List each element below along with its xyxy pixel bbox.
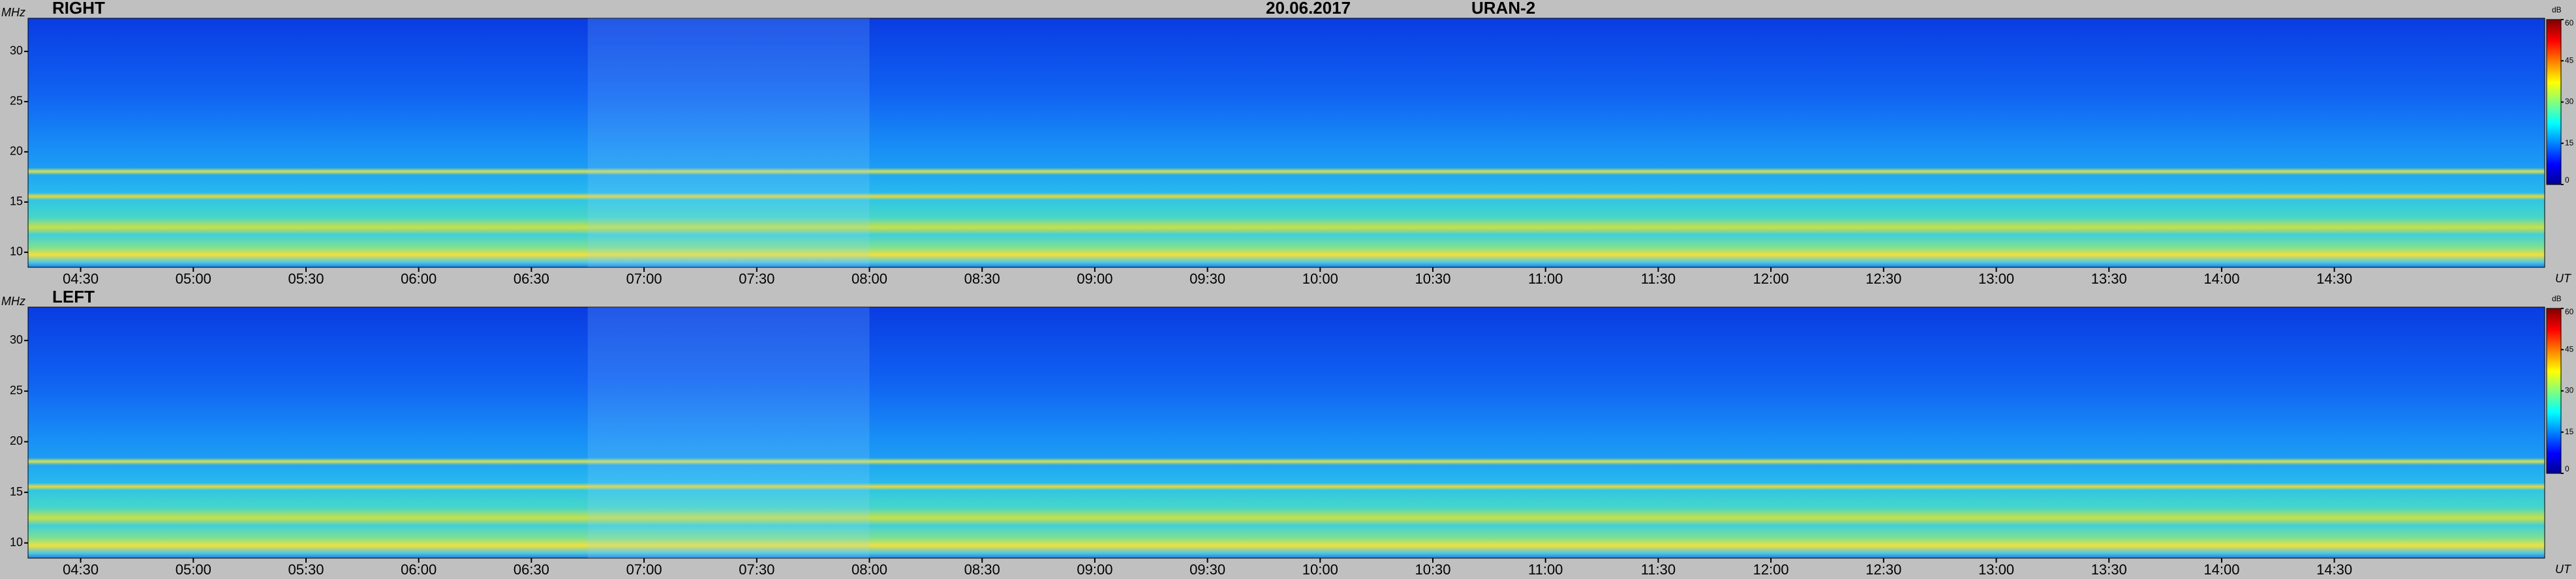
panel-title: LEFT bbox=[52, 287, 95, 306]
colorbar-tick-label: 60 bbox=[2565, 18, 2574, 27]
y-tick-label: 15 bbox=[10, 195, 23, 208]
y-tick-label: 30 bbox=[10, 333, 23, 346]
x-tick-label: 04:30 bbox=[63, 271, 99, 287]
x-tick-label: 13:30 bbox=[2091, 561, 2127, 578]
colorbar bbox=[2546, 19, 2562, 185]
x-tick-label: 12:30 bbox=[1865, 271, 1901, 287]
x-tick-label: 11:00 bbox=[1528, 561, 1563, 578]
x-tick-label: 13:00 bbox=[1978, 271, 2014, 287]
x-tick-label: 08:30 bbox=[964, 271, 1000, 287]
x-tick-label: 11:00 bbox=[1528, 271, 1563, 287]
x-tick-label: 07:30 bbox=[739, 271, 774, 287]
burst-region bbox=[587, 18, 870, 267]
colorbar-label: dB bbox=[2552, 5, 2562, 14]
x-tick-label: 12:00 bbox=[1753, 561, 1789, 578]
y-tick-label: 25 bbox=[10, 95, 23, 108]
x-axis-label: UT bbox=[2555, 563, 2572, 576]
x-tick-label: 10:30 bbox=[1415, 561, 1450, 578]
y-axis-label: MHz bbox=[1, 6, 25, 19]
x-tick-label: 14:30 bbox=[2316, 561, 2352, 578]
colorbar-tick-label: 30 bbox=[2565, 386, 2574, 395]
x-tick-label: 11:30 bbox=[1641, 271, 1676, 287]
x-tick-label: 07:00 bbox=[626, 561, 662, 578]
x-tick-label: 06:30 bbox=[514, 271, 549, 287]
x-tick-label: 08:30 bbox=[964, 561, 1000, 578]
y-tick-label: 20 bbox=[10, 434, 23, 447]
colorbar-tick-label: 0 bbox=[2565, 464, 2569, 473]
burst-region bbox=[587, 307, 870, 558]
colorbar-tick-label: 45 bbox=[2565, 344, 2574, 353]
x-tick-label: 05:00 bbox=[176, 271, 211, 287]
x-tick-label: 13:30 bbox=[2091, 271, 2127, 287]
x-tick-label: 14:00 bbox=[2203, 271, 2239, 287]
x-tick-label: 08:00 bbox=[851, 561, 887, 578]
y-tick-label: 10 bbox=[10, 535, 23, 548]
x-tick-label: 06:00 bbox=[401, 561, 437, 578]
spectrogram bbox=[27, 18, 2545, 268]
spectrogram bbox=[27, 306, 2545, 559]
x-tick-label: 14:00 bbox=[2203, 561, 2239, 578]
x-tick-label: 09:00 bbox=[1077, 271, 1112, 287]
colorbar-tick-label: 0 bbox=[2565, 175, 2569, 185]
annotation: URAN-2 bbox=[1471, 0, 1535, 18]
y-axis-label: MHz bbox=[1, 295, 25, 308]
x-tick-label: 09:30 bbox=[1189, 561, 1225, 578]
x-tick-label: 05:30 bbox=[288, 561, 324, 578]
x-tick-label: 09:00 bbox=[1077, 561, 1112, 578]
x-tick-label: 14:30 bbox=[2316, 271, 2352, 287]
x-tick-label: 07:30 bbox=[739, 561, 774, 578]
colorbar bbox=[2546, 308, 2562, 474]
x-tick-label: 10:30 bbox=[1415, 271, 1450, 287]
annotation: 20.06.2017 bbox=[1266, 0, 1351, 18]
x-tick-label: 07:00 bbox=[626, 271, 662, 287]
x-tick-label: 06:30 bbox=[514, 561, 549, 578]
y-tick-label: 25 bbox=[10, 384, 23, 397]
y-tick-label: 15 bbox=[10, 485, 23, 498]
colorbar-tick-label: 45 bbox=[2565, 55, 2574, 65]
x-tick-label: 06:00 bbox=[401, 271, 437, 287]
y-tick-label: 20 bbox=[10, 145, 23, 158]
colorbar-tick-label: 60 bbox=[2565, 307, 2574, 316]
colorbar-tick-label: 15 bbox=[2565, 427, 2574, 436]
x-tick-label: 11:30 bbox=[1641, 561, 1676, 578]
x-tick-label: 09:30 bbox=[1189, 271, 1225, 287]
x-tick-label: 10:00 bbox=[1302, 271, 1338, 287]
y-tick-label: 30 bbox=[10, 44, 23, 57]
x-tick-label: 12:00 bbox=[1753, 271, 1789, 287]
y-tick-label: 10 bbox=[10, 245, 23, 258]
x-tick-label: 05:00 bbox=[176, 561, 211, 578]
colorbar-tick-label: 15 bbox=[2565, 138, 2574, 147]
panel-title: RIGHT bbox=[52, 0, 105, 18]
x-tick-label: 04:30 bbox=[63, 561, 99, 578]
colorbar-label: dB bbox=[2552, 294, 2562, 303]
colorbar-tick-label: 30 bbox=[2565, 97, 2574, 106]
x-tick-label: 10:00 bbox=[1302, 561, 1338, 578]
x-tick-label: 12:30 bbox=[1865, 561, 1901, 578]
x-tick-label: 13:00 bbox=[1978, 561, 2014, 578]
x-axis-label: UT bbox=[2555, 272, 2572, 285]
x-tick-label: 05:30 bbox=[288, 271, 324, 287]
x-tick-label: 08:00 bbox=[851, 271, 887, 287]
